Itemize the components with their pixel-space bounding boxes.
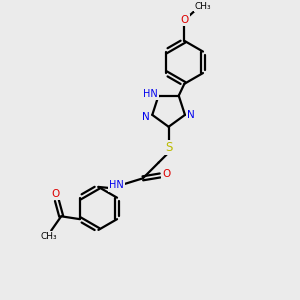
Text: HN: HN xyxy=(109,181,124,190)
Text: S: S xyxy=(165,141,172,154)
Text: CH₃: CH₃ xyxy=(195,2,211,11)
Text: O: O xyxy=(51,189,60,199)
Text: O: O xyxy=(162,169,170,179)
Text: CH₃: CH₃ xyxy=(40,232,57,242)
Text: O: O xyxy=(180,15,188,25)
Text: HN: HN xyxy=(143,89,158,99)
Text: N: N xyxy=(187,110,195,120)
Text: N: N xyxy=(142,112,150,122)
